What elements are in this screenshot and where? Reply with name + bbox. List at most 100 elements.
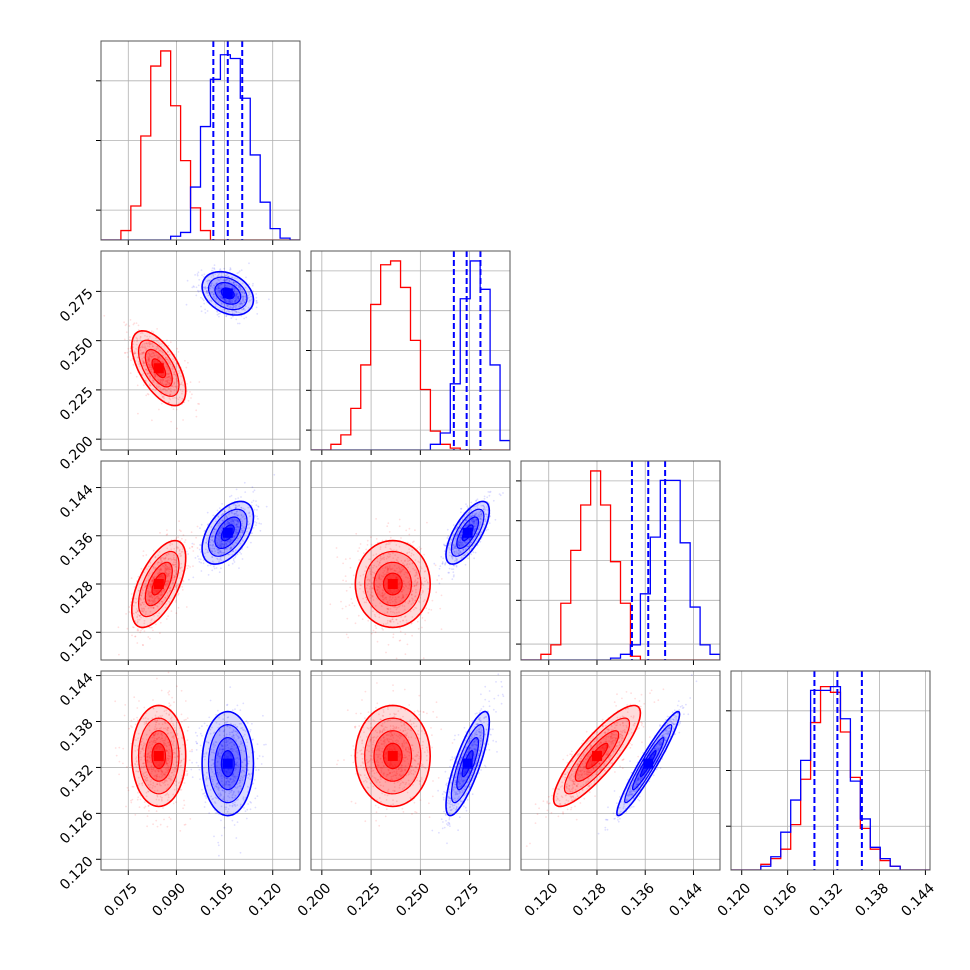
scatter-point xyxy=(212,293,215,296)
scatter-point xyxy=(156,354,158,357)
scatter-point xyxy=(135,347,138,350)
scatter-point xyxy=(151,351,154,354)
scatter-point xyxy=(414,559,417,561)
scatter-point xyxy=(223,267,226,270)
scatter-point xyxy=(147,768,150,771)
scatter-point xyxy=(241,288,244,291)
scatter-point xyxy=(225,542,228,545)
scatter-point xyxy=(161,351,164,353)
scatter-point xyxy=(407,602,410,605)
scatter-point xyxy=(174,601,177,603)
scatter-point xyxy=(135,770,138,773)
scatter-point xyxy=(344,575,347,577)
scatter-point xyxy=(478,514,481,517)
density-peak-series-0 xyxy=(387,579,398,590)
scatter-point xyxy=(241,308,244,311)
scatter-point xyxy=(209,547,212,550)
scatter-point xyxy=(138,806,141,808)
scatter-point xyxy=(132,626,135,629)
scatter-point xyxy=(219,289,221,292)
scatter-point xyxy=(402,620,404,622)
scatter-point xyxy=(126,766,128,768)
scatter-point xyxy=(138,602,141,605)
scatter-point xyxy=(206,286,209,289)
scatter-point xyxy=(142,554,145,557)
scatter-point xyxy=(150,585,152,588)
scatter-point xyxy=(405,593,408,596)
scatter-point xyxy=(458,541,461,544)
scatter-point xyxy=(165,744,168,747)
scatter-point xyxy=(218,571,221,574)
scatter-point xyxy=(217,515,220,518)
scatter-point xyxy=(494,518,497,521)
scatter-point xyxy=(146,373,149,376)
scatter-point xyxy=(125,613,127,615)
scatter-point xyxy=(241,548,243,551)
scatter-point xyxy=(211,545,214,547)
scatter-point xyxy=(152,606,155,609)
scatter-point xyxy=(220,301,223,304)
scatter-point xyxy=(232,282,235,284)
scatter-point xyxy=(162,590,165,592)
scatter-point xyxy=(211,535,214,537)
scatter-point xyxy=(182,743,185,746)
scatter-point xyxy=(225,314,228,317)
scatter-point xyxy=(149,757,152,759)
scatter-point xyxy=(151,579,153,582)
scatter-point xyxy=(173,373,175,376)
scatter-point xyxy=(176,732,179,735)
scatter-point xyxy=(160,770,163,772)
scatter-point xyxy=(154,373,157,376)
scatter-point xyxy=(166,567,169,570)
scatter-point xyxy=(443,550,446,552)
scatter-point xyxy=(151,626,153,629)
scatter-point xyxy=(173,767,176,770)
scatter-point xyxy=(211,536,213,538)
scatter-point xyxy=(229,522,231,524)
scatter-point xyxy=(414,606,417,609)
scatter-point xyxy=(157,561,160,564)
scatter-point xyxy=(417,560,420,563)
scatter-point xyxy=(174,747,176,750)
scatter-point xyxy=(143,762,146,765)
scatter-point xyxy=(414,529,416,532)
scatter-point xyxy=(376,589,379,592)
scatter-point xyxy=(446,528,449,531)
scatter-point xyxy=(475,534,478,537)
scatter-point xyxy=(160,379,163,381)
scatter-point xyxy=(448,548,451,550)
scatter-point xyxy=(138,363,140,366)
scatter-point xyxy=(196,274,199,277)
scatter-point xyxy=(386,568,389,571)
scatter-point xyxy=(143,806,146,809)
scatter-point xyxy=(386,611,389,613)
scatter-point xyxy=(145,722,148,725)
scatter-point xyxy=(227,522,230,525)
scatter-point xyxy=(410,622,413,625)
scatter-point xyxy=(156,727,158,730)
scatter-point xyxy=(187,361,189,364)
scatter-point xyxy=(235,296,238,299)
scatter-point xyxy=(345,589,348,592)
scatter-point xyxy=(484,508,487,511)
scatter-point xyxy=(148,358,150,360)
panel-frame xyxy=(310,460,511,661)
scatter-point xyxy=(134,635,137,638)
scatter-point xyxy=(150,353,153,355)
scatter-point xyxy=(150,330,153,332)
scatter-point xyxy=(161,600,164,603)
scatter-point xyxy=(151,579,154,582)
scatter-point xyxy=(155,347,158,350)
scatter-point xyxy=(242,531,245,533)
scatter-point xyxy=(216,537,218,540)
scatter-point xyxy=(221,551,223,554)
scatter-point xyxy=(237,521,240,523)
scatter-point xyxy=(388,566,391,569)
scatter-point xyxy=(148,384,151,387)
scatter-point xyxy=(172,408,175,410)
scatter-point xyxy=(480,531,483,534)
scatter-point xyxy=(154,741,157,744)
scatter-point xyxy=(224,523,226,525)
scatter-point xyxy=(419,566,422,568)
scatter-point xyxy=(140,353,143,356)
